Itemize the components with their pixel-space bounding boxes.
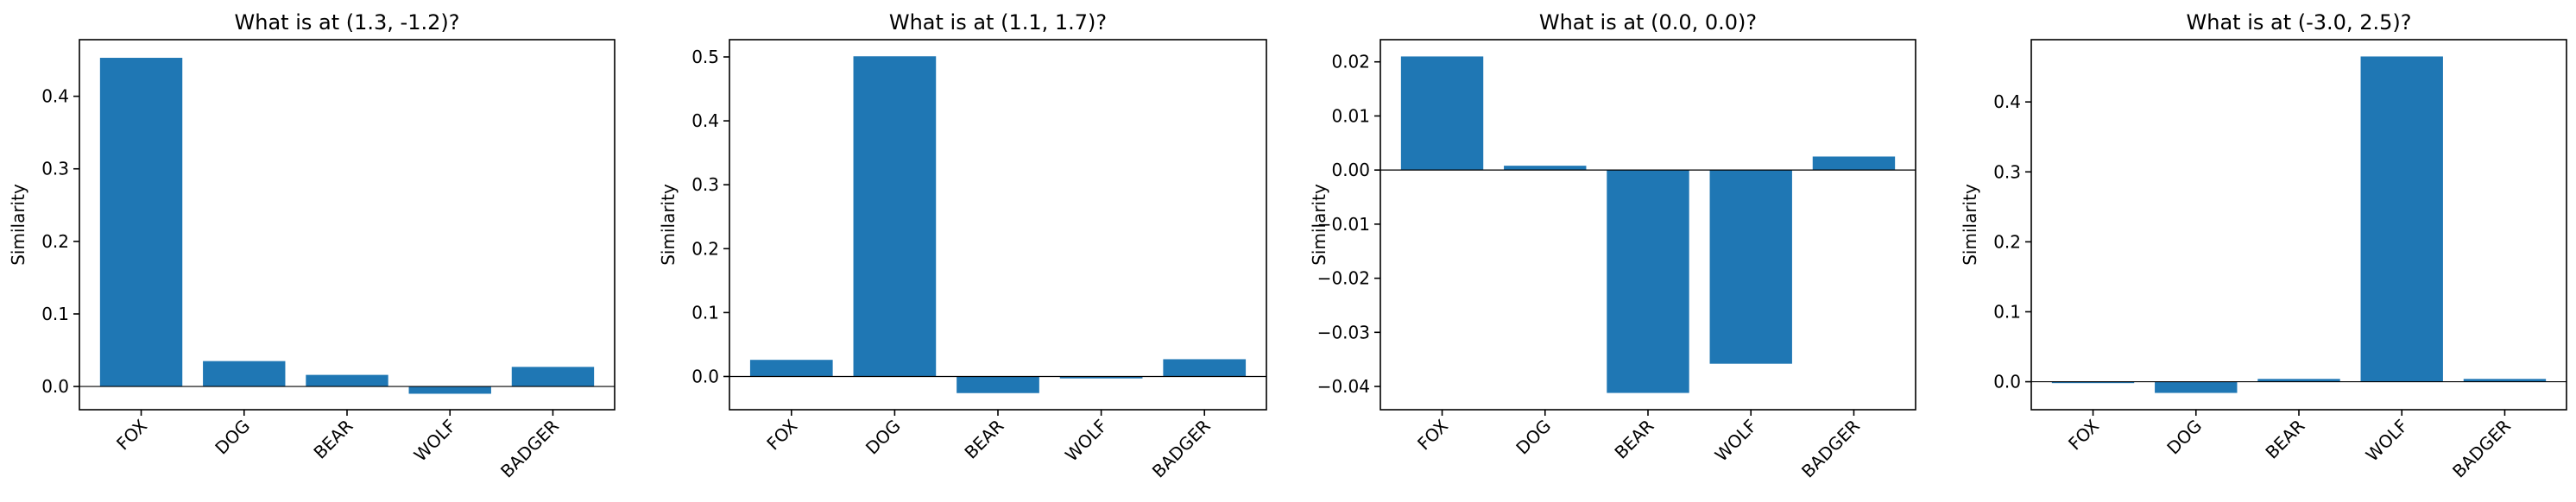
subplot-1: What is at (1.3, -1.2)? Similarity 0.0 0.1 0… — [8, 10, 616, 482]
y-tick-label: 0.0 — [41, 376, 69, 397]
bar-fox — [99, 58, 183, 387]
y-tick-label: 0.2 — [41, 231, 69, 252]
y-tick-label: 0.2 — [1993, 231, 2021, 252]
bar-badger — [511, 367, 595, 387]
x-tick-label: BEAR — [1610, 415, 1657, 462]
y-tick-label: −0.04 — [1317, 376, 1370, 397]
y-tick-label: 0.3 — [41, 159, 69, 179]
x-tick-label: BEAR — [2261, 415, 2308, 462]
bar-badger — [1163, 359, 1247, 377]
bar-wolf — [1059, 376, 1143, 379]
y-axis-label: Similarity — [8, 184, 28, 266]
bar-badger — [2463, 379, 2547, 382]
subplot-title: What is at (-3.0, 2.5)? — [2187, 10, 2412, 35]
y-tick-label: 0.4 — [41, 86, 69, 107]
x-tick-label: BEAR — [960, 415, 1007, 462]
y-axis-label: Similarity — [1960, 184, 1980, 266]
bar-bear — [957, 376, 1039, 393]
y-tick-label: 0.1 — [41, 304, 69, 324]
subplot-2: What is at (1.1, 1.7)? Similarity 0.0 0.1 0.… — [658, 10, 1267, 482]
x-tick-label: FOX — [2064, 415, 2103, 454]
x-tick-label: DOG — [211, 416, 254, 459]
bar-dog — [2155, 381, 2238, 393]
y-tick-label: −0.01 — [1317, 214, 1370, 235]
bar-bear — [1607, 170, 1689, 393]
y-tick-label: 0.02 — [1331, 52, 1370, 72]
x-tick-label: WOLF — [2362, 416, 2412, 466]
x-tick-label: DOG — [862, 416, 905, 459]
subplot-3: What is at (0.0, 0.0)? Similarity 0.02 0.01… — [1309, 10, 1916, 482]
y-tick-label: 0.4 — [1993, 91, 2021, 112]
y-axis-label: Similarity — [1309, 184, 1329, 266]
x-tick-label: WOLF — [1061, 416, 1111, 466]
y-tick-label: 0.2 — [691, 238, 719, 259]
axes-frame — [2030, 39, 2567, 411]
x-tick-label: FOX — [112, 415, 151, 454]
x-tick-label: DOG — [2162, 416, 2206, 459]
bar-wolf — [408, 386, 491, 394]
bar-wolf — [1709, 170, 1792, 364]
subplot-4: What is at (-3.0, 2.5)? Similarity 0.0 0.1 0… — [1960, 10, 2567, 482]
bar-bear — [306, 374, 388, 387]
y-tick-label: 0.3 — [691, 174, 719, 195]
y-tick-label: 0.1 — [691, 302, 719, 323]
bar-wolf — [2360, 56, 2443, 382]
y-tick-label: 0.0 — [1993, 372, 2021, 392]
bar-fox — [749, 360, 833, 377]
bar-dog — [1504, 166, 1587, 171]
x-tick-label: WOLF — [1711, 416, 1761, 466]
bar-badger — [1812, 156, 1896, 171]
y-tick-label: 0.4 — [691, 110, 719, 131]
x-tick-label: BADGER — [1148, 415, 1215, 481]
y-tick-label: 0.3 — [1993, 161, 2021, 182]
bar-bear — [2257, 379, 2340, 382]
x-tick-label: WOLF — [410, 416, 460, 466]
x-tick-label: BADGER — [1797, 415, 1864, 481]
x-tick-label: DOG — [1512, 416, 1555, 459]
x-tick-label: FOX — [1413, 415, 1452, 454]
x-tick-label: BADGER — [2448, 415, 2515, 481]
y-tick-label: 0.1 — [1993, 301, 2021, 322]
bar-dog — [203, 361, 286, 387]
subplot-title: What is at (0.0, 0.0)? — [1539, 10, 1757, 35]
x-tick-label: FOX — [762, 415, 801, 454]
x-tick-label: BEAR — [309, 415, 357, 462]
bar-fox — [1400, 56, 1484, 171]
y-axis-label: Similarity — [658, 184, 679, 266]
y-tick-label: 0.5 — [691, 47, 719, 67]
y-tick-label: −0.02 — [1317, 268, 1370, 289]
subplot-title: What is at (1.3, -1.2)? — [235, 10, 460, 35]
y-tick-label: 0.0 — [691, 366, 719, 386]
bar-fox — [2051, 381, 2135, 384]
bar-dog — [853, 56, 937, 377]
subplot-title: What is at (1.1, 1.7)? — [889, 10, 1107, 35]
y-tick-label: 0.00 — [1331, 160, 1370, 180]
x-tick-label: BADGER — [496, 415, 563, 481]
y-tick-label: 0.01 — [1331, 105, 1370, 126]
axes-frame — [729, 39, 1267, 411]
y-tick-label: −0.03 — [1317, 322, 1370, 342]
